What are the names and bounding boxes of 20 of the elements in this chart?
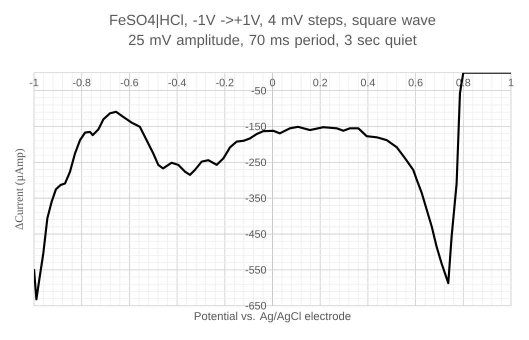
x-tick-label: -0.6	[120, 78, 138, 86]
x-tick-label: 0.6	[408, 78, 423, 86]
x-tick-label: 1	[508, 78, 514, 86]
y-axis-title: ΔCurrent (µAmp)	[15, 148, 26, 230]
y-tick-label: -350	[246, 194, 266, 202]
x-tick-label: -0.2	[216, 78, 234, 86]
x-tick-label: 0.2	[313, 78, 328, 86]
x-tick-label: -0.8	[72, 78, 90, 86]
chart-title: FeSO4|HCl, -1V ->+1V, 4 mV steps, square wave 25 mV amplitude, 70 ms period, 3 sec quiet	[110, 14, 436, 48]
x-tick-label: -1	[30, 78, 38, 86]
y-tick-label: -450	[246, 230, 266, 238]
x-tick-label: 0.4	[360, 78, 376, 86]
x-tick-label: 0	[270, 78, 276, 86]
x-tick-label: -0.4	[168, 78, 186, 86]
y-tick-label: -250	[246, 158, 266, 166]
y-tick-label: -650	[246, 302, 266, 310]
x-axis-title: Potential vs. Ag/AgCl electrode	[194, 312, 351, 322]
y-tick-label: -150	[246, 122, 266, 130]
y-tick-label: -50	[252, 86, 266, 94]
y-tick-label: -550	[246, 266, 266, 274]
